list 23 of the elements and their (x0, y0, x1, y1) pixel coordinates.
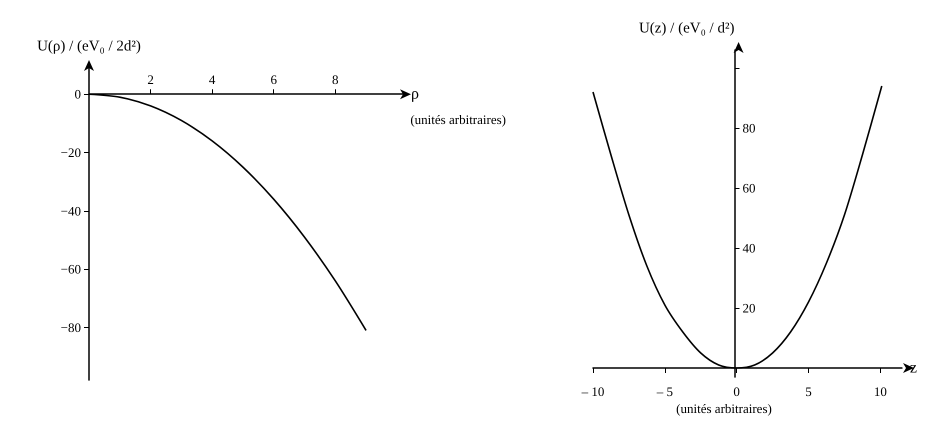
x-tick-label: 2 (147, 72, 154, 88)
y-axis-title: U(z) / (eV₀ / d²) (638, 20, 734, 36)
x-tick-label: 10 (874, 384, 887, 399)
x-tick-label: 4 (208, 72, 216, 88)
y-tick-label: 20 (742, 300, 756, 316)
x-axis-title: z (910, 360, 918, 376)
y-tick-label: −40 (60, 203, 81, 218)
text: (unités arbitraires) (410, 112, 506, 127)
x-tick-label: – 5 (656, 384, 673, 399)
x-axis-title: ρ (411, 86, 419, 103)
y-tick-label: −60 (60, 262, 81, 277)
x-tick-label: – 10 (580, 384, 604, 399)
y-tick-label: 0 (74, 86, 81, 102)
text: (unités arbitraires) (676, 401, 772, 416)
x-tick-label: 6 (270, 72, 278, 88)
y-tick-label: −20 (60, 145, 81, 160)
x-tick-label: 5 (805, 384, 812, 399)
y-tick-label: −80 (60, 320, 81, 336)
y-axis-title: U(ρ) / (eV₀ / 2d²) (37, 38, 141, 54)
y-tick-label: 40 (742, 240, 756, 256)
y-tick-label: 80 (742, 120, 756, 136)
y-tick-label: 60 (742, 180, 756, 196)
x-tick-label: 8 (332, 72, 339, 88)
